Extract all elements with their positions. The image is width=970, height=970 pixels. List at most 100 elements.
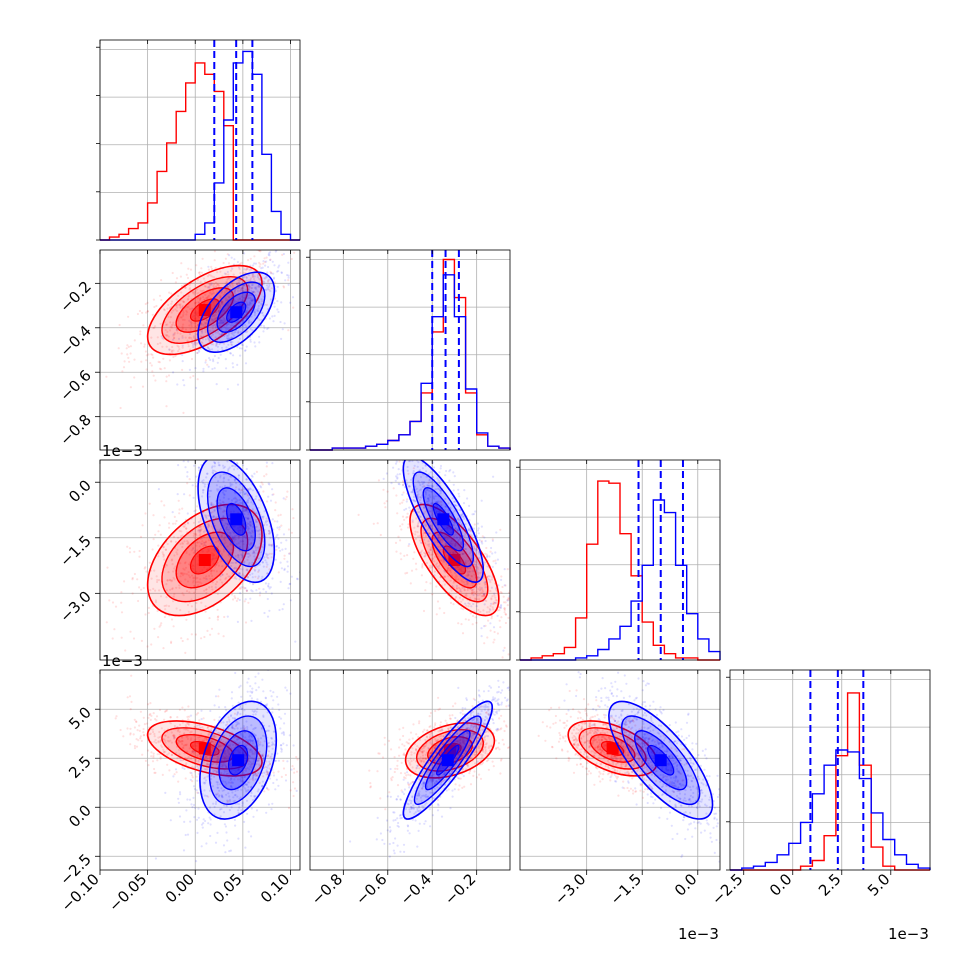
scatter-point [503,608,506,612]
scatter-point [268,529,271,533]
scatter-point [246,306,249,309]
scatter-point [152,712,155,715]
scatter-point [214,326,217,329]
scatter-point [472,774,475,778]
scatter-point [443,576,446,579]
scatter-point [228,296,231,299]
scatter-point [565,712,568,716]
scatter-point [270,556,273,559]
scatter-point [191,749,194,753]
scatter-point [649,765,652,768]
scatter-point [135,745,139,748]
scatter-point [206,762,209,765]
scatter-point [455,586,458,590]
scatter-point [179,542,182,546]
scatter-point [410,569,414,572]
scatter-point [474,725,477,729]
scatter-point [475,561,478,564]
scatter-point [140,588,143,591]
scatter-point [269,290,272,293]
scatter-point [465,574,468,577]
scatter-point [227,277,230,280]
scatter-point [436,600,440,603]
scatter-point [160,500,163,503]
scatter-point [474,728,477,731]
scatter-point [601,735,604,739]
scatter-point [436,756,439,759]
scatter-point [438,707,441,710]
scatter-point [268,278,271,281]
scatter-point [245,267,248,270]
scatter-point [177,325,180,328]
scatter-point [206,726,209,730]
scatter-point [227,317,230,320]
scatter-point [372,522,375,525]
scatter-point [188,553,191,556]
scatter-point [202,316,205,320]
scatter-point [571,736,574,739]
scatter-point [253,472,256,475]
scatter-point [381,756,385,759]
scatter-point [207,337,210,340]
scatter-point [170,741,173,744]
scatter-point [605,724,608,727]
scatter-point [190,445,192,447]
scatter-point [634,790,637,793]
scatter-point [516,629,518,631]
scatter-point [143,567,146,570]
scatter-point [424,744,427,747]
scatter-point [622,762,625,766]
scatter-point [459,537,462,541]
scatter-point [277,571,280,574]
scatter-point [440,559,443,562]
scatter-point [646,761,649,764]
scatter-point [191,567,194,570]
scatter-point [185,573,188,576]
scatter-point [254,312,257,315]
scatter-point [220,552,223,556]
scatter-point [454,577,458,581]
scatter-point [162,553,165,556]
scatter-point [163,615,166,619]
scatter-point [179,562,182,565]
scatter-point [212,762,215,766]
scatter-point [598,748,601,751]
scatter-point [208,357,211,360]
scatter-point [217,310,220,313]
scatter-point [194,537,197,540]
scatter-point [149,718,152,722]
scatter-point [491,606,494,609]
scatter-point [459,777,462,780]
scatter-point [226,531,229,534]
scatter-point [414,533,417,536]
scatter-point [239,304,242,307]
scatter-point [240,347,244,350]
scatter-point [195,571,198,574]
scatter-point [586,733,589,736]
scatter-point [199,529,202,532]
scatter-point [607,762,611,765]
scatter-point [149,589,152,592]
scatter-point [603,716,606,719]
scatter-point [269,756,272,759]
scatter-point [181,746,185,749]
scatter-point [209,282,212,285]
scatter-point [213,770,216,773]
scatter-point [226,253,229,256]
scatter-point [246,575,250,579]
scatter-point [152,538,155,541]
scatter-point [431,527,434,530]
scatter-point [180,530,183,533]
scatter-point [451,714,454,717]
scatter-point [396,512,399,515]
scatter-point [630,735,633,738]
scatter-point [461,740,464,743]
scatter-point [208,292,211,295]
scatter-point [606,725,609,729]
scatter-point [503,607,506,610]
scatter-point [545,725,549,728]
scatter-point [265,473,268,476]
scatter-point [210,343,213,346]
scatter-point [200,267,203,270]
scatter-point [267,288,270,291]
